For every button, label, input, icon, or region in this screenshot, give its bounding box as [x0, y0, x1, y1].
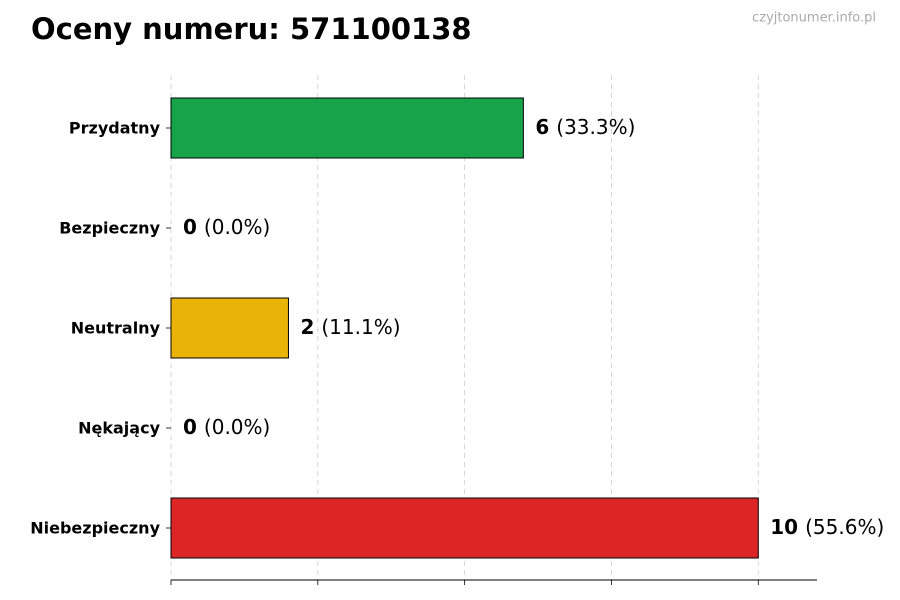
y-tick-label: Przydatny: [69, 119, 161, 138]
value-count: 2: [300, 315, 314, 339]
chart-title: Oceny numeru: 571100138: [31, 12, 472, 46]
value-label: 6 (33.3%): [535, 115, 635, 139]
y-tick-label: Nękający: [78, 419, 160, 438]
value-label: 0 (0.0%): [183, 415, 270, 439]
value-share: (33.3%): [556, 115, 635, 139]
value-label: 0 (0.0%): [183, 215, 270, 239]
value-share: (55.6%): [805, 515, 884, 539]
bar: [170, 497, 759, 559]
value-count: 0: [183, 415, 197, 439]
value-label: 2 (11.1%): [300, 315, 400, 339]
value-count: 10: [770, 515, 798, 539]
bar: [170, 97, 524, 159]
value-share: (0.0%): [204, 415, 270, 439]
value-label: 10 (55.6%): [770, 515, 884, 539]
y-tick-label: Bezpieczny: [59, 219, 160, 238]
value-count: 6: [535, 115, 549, 139]
y-tick-label: Neutralny: [71, 319, 161, 338]
bar: [170, 297, 289, 359]
value-share: (11.1%): [321, 315, 400, 339]
value-share: (0.0%): [204, 215, 270, 239]
y-tick-label: Niebezpieczny: [30, 519, 160, 538]
value-count: 0: [183, 215, 197, 239]
watermark: czyjtonumer.info.pl: [752, 11, 876, 26]
